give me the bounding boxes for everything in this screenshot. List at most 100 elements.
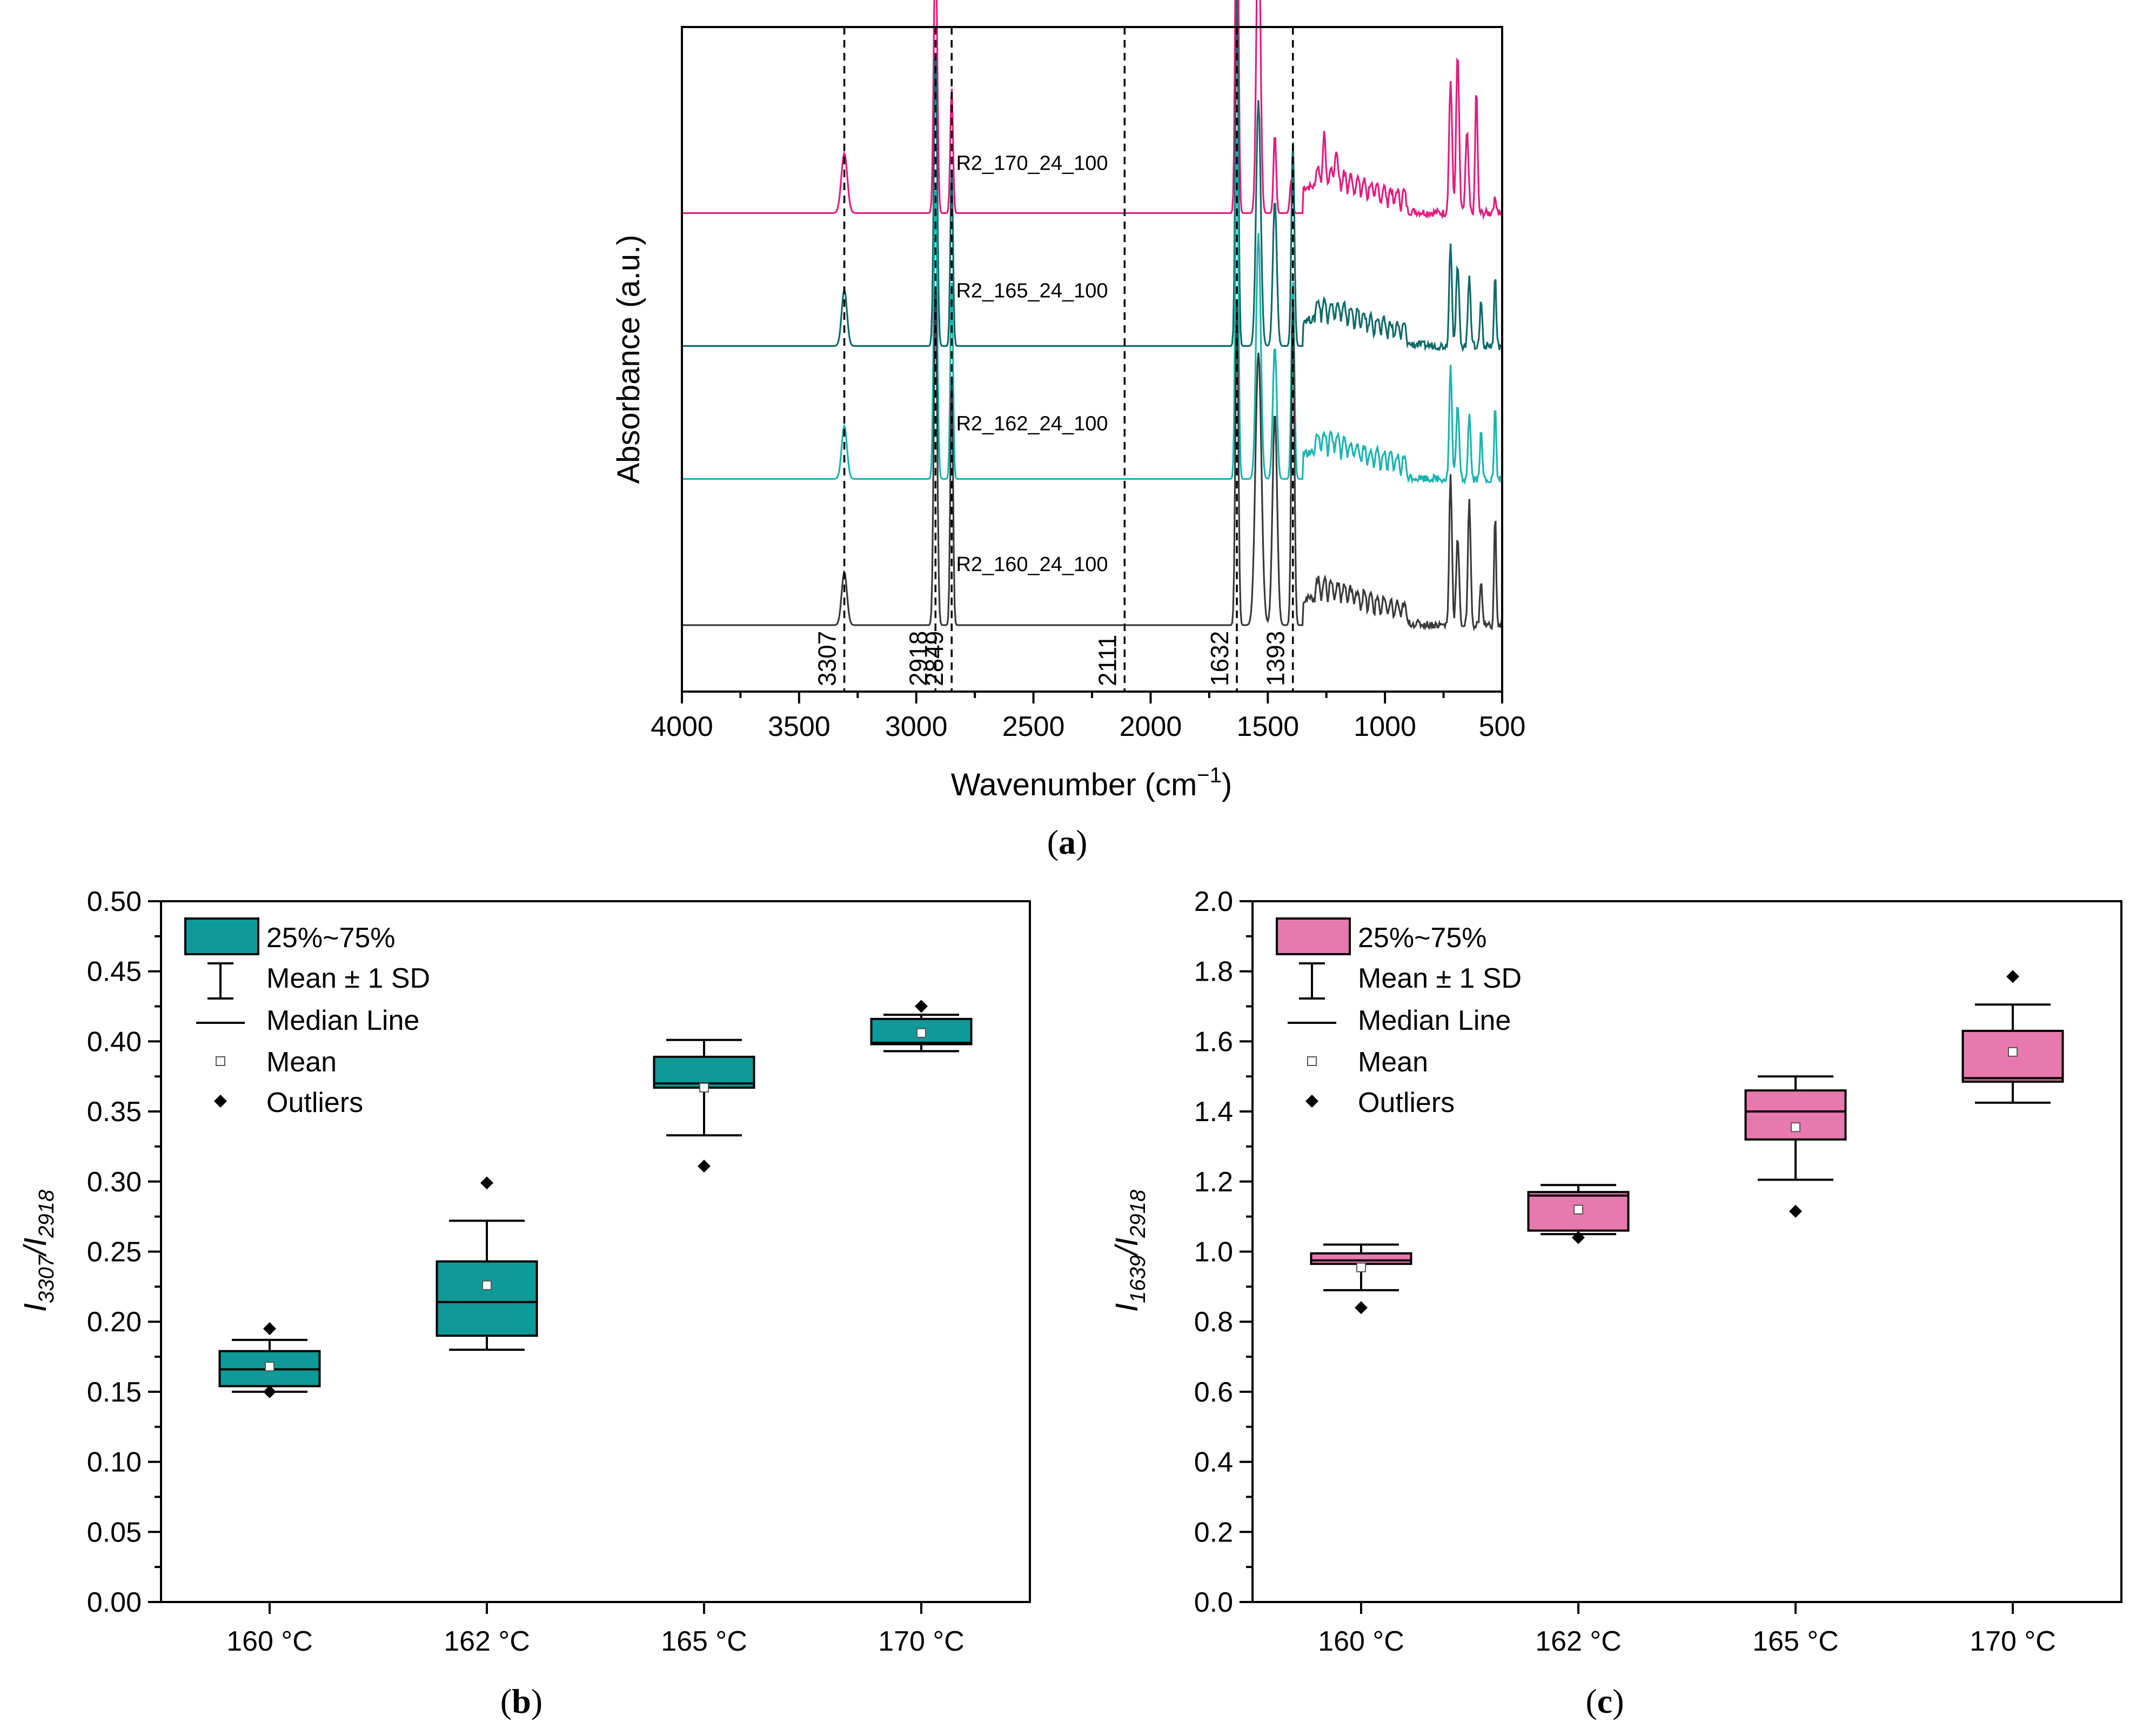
a-reference-label-4: 1632 <box>1206 631 1234 686</box>
b-outlier-1-0 <box>480 1176 493 1190</box>
c-x-tick-label-3: 170 °C <box>1970 1626 2056 1657</box>
c-y-tick-label-5: 1.0 <box>1194 1237 1233 1268</box>
b-mean-marker-1 <box>482 1280 492 1290</box>
b-outlier-0-0 <box>263 1322 276 1336</box>
c-y-tick-label-9: 1.8 <box>1194 956 1233 988</box>
a-series-label-1: R2_165_24_100 <box>956 279 1108 302</box>
c-box-group-3 <box>1961 970 2064 1104</box>
c-mean-marker-1 <box>1573 1204 1583 1215</box>
a-x-label: Wavenumber (cm−1) <box>951 763 1232 802</box>
a-y-label: Absorbance (a.u.) <box>611 234 646 484</box>
c-y-tick-label-3: 0.6 <box>1194 1377 1233 1408</box>
b-mean-marker-3 <box>916 1028 926 1038</box>
b-y-tick-label-0: 0.00 <box>87 1587 142 1618</box>
a-x-label-close: ) <box>1222 767 1232 802</box>
b-panel-caption: (b) <box>500 1682 543 1720</box>
b-legend-label-4: Outliers <box>266 1087 363 1118</box>
b-legend-label-3: Mean <box>266 1047 337 1078</box>
b-legend-label-1: Mean ± 1 SD <box>266 963 430 994</box>
a-reference-label-2: 2849 <box>920 631 948 686</box>
c-box-group-0 <box>1310 1243 1412 1315</box>
c-box-2 <box>1744 1089 1847 1141</box>
a-series-line-0 <box>682 0 1503 220</box>
a-series-label-3: R2_160_24_100 <box>956 553 1108 576</box>
c-legend-swatch-box <box>1276 917 1351 955</box>
a-series-line-1 <box>682 0 1503 353</box>
b-outlier-3-0 <box>915 1000 928 1013</box>
c-mean-marker-3 <box>2008 1047 2018 1057</box>
panel-b-boxplot: 0.00 0.05 0.10 0.15 0.20 0.25 0.30 0.35 0.40 0.45… <box>18 886 1031 1720</box>
b-y-tick-label-6: 0.30 <box>87 1167 142 1198</box>
a-x-tick-label-5: 1500 <box>1236 711 1299 742</box>
b-x-axis: 160 °C 162 °C 165 °C 170 °C <box>226 1602 965 1657</box>
c-outlier-0-0 <box>1355 1301 1368 1315</box>
a-reference-label-3: 2111 <box>1093 634 1121 686</box>
a-x-label-superscript: −1 <box>1197 763 1222 787</box>
c-legend: 25%~75% Mean ± 1 SD Median Line Mean Outlier… <box>1276 917 1522 1118</box>
c-x-tick-label-0: 160 °C <box>1318 1626 1404 1657</box>
panel-c-boxplot: 0.0 0.2 0.4 0.6 0.8 1.0 1.2 1.4 1.6 1.8 2.0 160 °C… <box>1109 886 2122 1720</box>
a-series-labels: R2_170_24_100 R2_165_24_100 R2_162_24_100 R… <box>956 152 1108 576</box>
c-x-tick-label-1: 162 °C <box>1535 1626 1622 1657</box>
a-reference-label-0: 3307 <box>813 631 841 686</box>
c-mean-marker-0 <box>1356 1262 1366 1272</box>
a-series-line-2 <box>682 133 1503 485</box>
b-legend-label-2: Median Line <box>266 1005 419 1036</box>
b-box-group-0 <box>218 1322 321 1398</box>
c-outlier-2-0 <box>1789 1204 1802 1218</box>
b-y-tick-label-7: 0.35 <box>87 1096 142 1128</box>
a-x-axis: 4000 3500 3000 2500 2000 1500 1000 500 <box>651 692 1525 742</box>
b-box-1 <box>436 1260 538 1337</box>
b-box-group-3 <box>870 1000 973 1053</box>
a-reference-label-1: 2918 <box>904 631 932 686</box>
c-y-tick-label-7: 1.4 <box>1194 1096 1233 1128</box>
b-x-tick-label-2: 165 °C <box>661 1626 747 1657</box>
a-reference-lines <box>843 27 1294 692</box>
b-y-tick-label-5: 0.25 <box>87 1237 142 1268</box>
b-x-tick-label-0: 160 °C <box>226 1626 313 1657</box>
b-box-group-2 <box>653 1038 755 1173</box>
a-x-tick-label-4: 2000 <box>1120 711 1182 742</box>
a-x-tick-label-6: 1000 <box>1354 711 1416 742</box>
c-y-tick-label-0: 0.0 <box>1194 1587 1233 1618</box>
b-legend: 25%~75% Mean ± 1 SD Median Line Mean Outlier… <box>184 917 430 1118</box>
c-y-tick-label-2: 0.4 <box>1194 1447 1233 1478</box>
c-y-label: I1639/I2918 <box>1109 1189 1150 1312</box>
b-y-label: I3307/I2918 <box>18 1189 58 1312</box>
b-y-axis: 0.00 0.05 0.10 0.15 0.20 0.25 0.30 0.35 0.40 0.45… <box>87 886 161 1618</box>
b-legend-swatch-mean <box>216 1056 225 1066</box>
b-mean-marker-0 <box>265 1362 274 1372</box>
b-y-tick-label-2: 0.10 <box>87 1447 142 1478</box>
c-legend-label-2: Median Line <box>1358 1005 1511 1036</box>
a-x-tick-label-3: 2500 <box>1002 711 1065 742</box>
c-y-tick-label-4: 0.8 <box>1194 1306 1233 1338</box>
c-box-0 <box>1310 1252 1412 1265</box>
b-x-tick-label-1: 162 °C <box>444 1626 530 1657</box>
b-y-tick-label-8: 0.40 <box>87 1026 142 1057</box>
a-x-tick-label-7: 500 <box>1479 711 1526 742</box>
a-series-group <box>682 0 1503 632</box>
c-x-axis: 160 °C 162 °C 165 °C 170 °C <box>1318 1602 2056 1657</box>
b-legend-swatch-outlier <box>214 1095 227 1108</box>
c-y-tick-label-1: 0.2 <box>1194 1517 1233 1548</box>
c-outlier-3-0 <box>2006 970 2019 983</box>
c-x-tick-label-2: 165 °C <box>1752 1626 1839 1657</box>
a-series-label-0: R2_170_24_100 <box>956 152 1108 175</box>
b-x-tick-label-3: 170 °C <box>878 1626 965 1657</box>
b-outlier-0-1 <box>263 1385 276 1398</box>
c-y-tick-label-6: 1.2 <box>1194 1167 1233 1198</box>
a-x-tick-label-2: 3000 <box>885 711 948 742</box>
c-legend-swatch-outlier <box>1305 1095 1318 1108</box>
b-legend-swatch-box <box>184 917 259 955</box>
c-legend-label-3: Mean <box>1358 1047 1428 1078</box>
b-y-tick-label-10: 0.50 <box>87 886 142 917</box>
c-legend-label-0: 25%~75% <box>1358 922 1487 954</box>
c-boxes <box>1310 970 2064 1315</box>
c-legend-label-4: Outliers <box>1358 1087 1455 1118</box>
a-x-tick-label-1: 3500 <box>768 711 831 742</box>
b-mean-marker-2 <box>699 1083 709 1093</box>
b-outlier-2-0 <box>698 1159 711 1173</box>
